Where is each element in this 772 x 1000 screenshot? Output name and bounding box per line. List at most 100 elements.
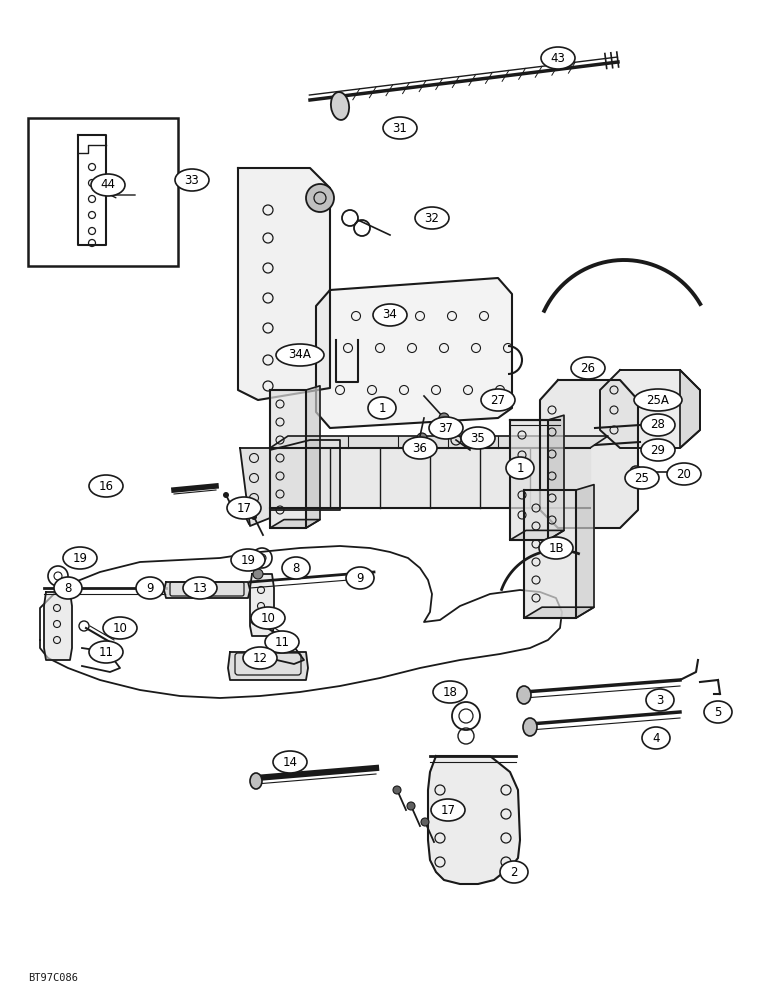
Ellipse shape	[433, 681, 467, 703]
Text: 18: 18	[442, 686, 458, 698]
Circle shape	[306, 184, 334, 212]
Text: 5: 5	[714, 706, 722, 718]
Ellipse shape	[251, 607, 285, 629]
Ellipse shape	[231, 549, 265, 571]
Polygon shape	[44, 592, 72, 660]
Text: 14: 14	[283, 756, 297, 768]
Ellipse shape	[89, 475, 123, 497]
Ellipse shape	[461, 427, 495, 449]
Polygon shape	[306, 386, 320, 528]
Text: 43: 43	[550, 51, 565, 64]
Text: 34: 34	[383, 308, 398, 322]
Ellipse shape	[641, 439, 675, 461]
Ellipse shape	[368, 397, 396, 419]
Circle shape	[421, 818, 429, 826]
Text: 33: 33	[185, 174, 199, 186]
Text: 8: 8	[293, 562, 300, 574]
Polygon shape	[524, 607, 594, 618]
Polygon shape	[270, 448, 590, 508]
Polygon shape	[680, 370, 700, 448]
Ellipse shape	[331, 92, 349, 120]
Text: 8: 8	[64, 582, 72, 594]
Ellipse shape	[273, 751, 307, 773]
Polygon shape	[600, 370, 700, 448]
Text: 4: 4	[652, 732, 660, 744]
Polygon shape	[228, 652, 308, 680]
Polygon shape	[576, 485, 594, 618]
Circle shape	[439, 413, 449, 423]
Text: 2: 2	[510, 865, 518, 879]
Polygon shape	[540, 380, 638, 528]
Circle shape	[417, 433, 427, 443]
Text: 34A: 34A	[289, 349, 311, 361]
Polygon shape	[270, 440, 340, 510]
Polygon shape	[164, 582, 250, 598]
Text: 1B: 1B	[548, 542, 564, 554]
Ellipse shape	[634, 389, 682, 411]
Text: 1: 1	[378, 401, 386, 414]
Text: 17: 17	[441, 804, 455, 816]
Circle shape	[253, 569, 263, 579]
Text: 10: 10	[113, 621, 127, 635]
Text: 1: 1	[516, 462, 523, 475]
Polygon shape	[510, 420, 548, 540]
Polygon shape	[428, 756, 520, 884]
Text: 20: 20	[676, 468, 692, 481]
Ellipse shape	[541, 47, 575, 69]
Circle shape	[223, 492, 229, 498]
Ellipse shape	[243, 647, 277, 669]
Text: 35: 35	[471, 432, 486, 444]
Ellipse shape	[91, 174, 125, 196]
Text: 31: 31	[393, 121, 408, 134]
Ellipse shape	[63, 547, 97, 569]
Polygon shape	[270, 436, 608, 448]
Ellipse shape	[265, 631, 299, 653]
Circle shape	[407, 802, 415, 810]
Ellipse shape	[346, 567, 374, 589]
Ellipse shape	[646, 689, 674, 711]
Ellipse shape	[539, 537, 573, 559]
Text: 13: 13	[192, 582, 208, 594]
Text: 16: 16	[99, 480, 113, 492]
Text: 26: 26	[581, 361, 595, 374]
Circle shape	[237, 503, 243, 509]
Text: 29: 29	[651, 444, 665, 456]
Text: 10: 10	[261, 611, 276, 624]
Ellipse shape	[373, 304, 407, 326]
Ellipse shape	[523, 718, 537, 736]
Text: 3: 3	[656, 694, 664, 706]
Ellipse shape	[250, 773, 262, 789]
Ellipse shape	[571, 357, 605, 379]
Ellipse shape	[54, 577, 82, 599]
Text: 28: 28	[651, 418, 665, 432]
Ellipse shape	[282, 557, 310, 579]
Polygon shape	[250, 574, 274, 636]
Text: 11: 11	[99, 646, 113, 658]
Ellipse shape	[481, 389, 515, 411]
Text: 32: 32	[425, 212, 439, 225]
Ellipse shape	[641, 414, 675, 436]
Ellipse shape	[415, 207, 449, 229]
Text: 27: 27	[490, 393, 506, 406]
Ellipse shape	[183, 577, 217, 599]
Ellipse shape	[89, 641, 123, 663]
Circle shape	[251, 514, 257, 520]
Text: 19: 19	[73, 552, 87, 564]
Ellipse shape	[103, 617, 137, 639]
Text: 25: 25	[635, 472, 649, 485]
Text: 37: 37	[438, 422, 453, 434]
Ellipse shape	[227, 497, 261, 519]
Ellipse shape	[431, 799, 465, 821]
Text: 12: 12	[252, 652, 268, 664]
Polygon shape	[510, 530, 564, 540]
Ellipse shape	[175, 169, 209, 191]
Ellipse shape	[625, 467, 659, 489]
Ellipse shape	[429, 417, 463, 439]
Text: 44: 44	[100, 178, 116, 192]
Ellipse shape	[517, 686, 531, 704]
Polygon shape	[270, 390, 306, 528]
Polygon shape	[240, 448, 270, 526]
Polygon shape	[316, 278, 512, 428]
Text: 9: 9	[356, 572, 364, 584]
Polygon shape	[524, 490, 576, 618]
